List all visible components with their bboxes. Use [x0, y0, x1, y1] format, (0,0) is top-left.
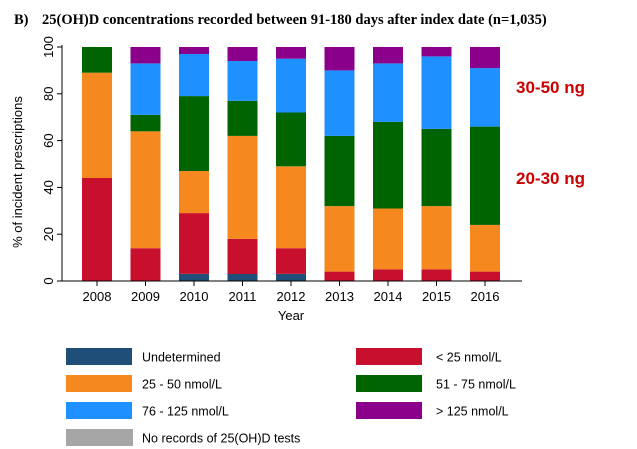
- y-tick-label-60: 60: [41, 133, 56, 147]
- x-tick-label-2016: 2016: [471, 289, 500, 304]
- legend-label-1: < 25 nmol/L: [436, 351, 502, 365]
- bar-segment-2016-3: [470, 126, 500, 225]
- x-tick-label-2009: 2009: [131, 289, 160, 304]
- x-axis-title: Year: [278, 308, 305, 323]
- bar-segment-2010-5: [179, 47, 209, 54]
- legend-label-5: > 125 nmol/L: [436, 405, 509, 419]
- bar-segment-2013-2: [324, 206, 355, 272]
- bar-segment-2013-5: [324, 47, 355, 71]
- bar-segment-2014-1: [373, 269, 403, 281]
- axes-group: 0 20 40 60 80 100 2008 2009 2010 2011 2012 2013 2014…: [41, 36, 522, 304]
- bar-segment-2010-2: [179, 171, 209, 214]
- legend-swatch-3: [356, 375, 422, 392]
- legend-swatch-6: [66, 429, 133, 446]
- y-tick-label-100: 100: [41, 36, 56, 58]
- bar-segment-2014-3: [373, 121, 403, 209]
- legend-label-0: Undetermined: [142, 351, 221, 365]
- bar-segment-2016-2: [470, 224, 500, 272]
- y-axis-title: % of incident prescriptions: [10, 96, 25, 248]
- bar-segment-2011-2: [227, 135, 258, 239]
- legend-swatch-1: [356, 348, 422, 365]
- bar-segment-2015-1: [421, 269, 452, 281]
- legend-label-2: 25 - 50 nmol/L: [142, 378, 222, 392]
- bar-segment-2015-3: [421, 128, 452, 207]
- bar-segment-2016-4: [470, 68, 500, 127]
- bar-segment-2010-1: [179, 213, 209, 274]
- bar-segment-2015-4: [421, 56, 452, 129]
- x-tick-label-2010: 2010: [180, 289, 209, 304]
- bar-segment-2014-4: [373, 63, 403, 122]
- bar-segment-2009-5: [130, 47, 161, 64]
- bar-segment-2009-3: [130, 114, 161, 132]
- bar-segment-2010-3: [179, 96, 209, 171]
- bar-segment-2012-4: [276, 58, 306, 113]
- x-tick-label-2008: 2008: [83, 289, 112, 304]
- bar-segment-2011-4: [227, 61, 258, 101]
- x-tick-label-2013: 2013: [325, 289, 354, 304]
- bars-group: [82, 47, 500, 281]
- bar-segment-2011-1: [227, 238, 258, 274]
- bar-segment-2015-2: [421, 206, 452, 270]
- x-tick-label-2014: 2014: [374, 289, 403, 304]
- bar-segment-2008-1: [82, 178, 112, 281]
- legend: Undetermined < 25 nmol/L 25 - 50 nmol/L 51 …: [66, 348, 516, 446]
- bar-segment-2008-2: [82, 72, 112, 178]
- bar-segment-2014-2: [373, 208, 403, 270]
- y-tick-label-80: 80: [41, 87, 56, 101]
- bar-segment-2012-0: [276, 274, 306, 281]
- bar-segment-2009-1: [130, 248, 161, 281]
- bar-segment-2011-5: [227, 47, 258, 61]
- legend-swatch-5: [356, 402, 422, 419]
- bar-segment-2012-2: [276, 166, 306, 249]
- panel-label: B): [14, 12, 29, 28]
- legend-swatch-2: [66, 375, 132, 392]
- bar-segment-2010-4: [179, 54, 209, 97]
- chart-title: 25(OH)D concentrations recorded between …: [42, 12, 547, 28]
- legend-label-4: 76 - 125 nmol/L: [142, 405, 229, 419]
- bar-segment-2013-4: [324, 70, 355, 136]
- bar-segment-2008-3: [82, 47, 112, 73]
- bar-segment-2013-1: [324, 271, 355, 281]
- legend-swatch-4: [66, 402, 132, 419]
- bar-segment-2012-3: [276, 112, 306, 167]
- annotation-label-0: 30-50 ng: [516, 78, 585, 97]
- bar-segment-2012-5: [276, 47, 306, 59]
- bar-segment-2013-3: [324, 135, 355, 207]
- bar-segment-2016-5: [470, 47, 500, 69]
- y-tick-label-40: 40: [41, 180, 56, 194]
- bar-segment-2011-3: [227, 100, 258, 136]
- y-tick-label-0: 0: [41, 277, 56, 284]
- annotation-label-1: 20-30 ng: [516, 169, 585, 188]
- bar-segment-2011-0: [227, 274, 258, 281]
- x-tick-label-2012: 2012: [277, 289, 306, 304]
- legend-label-6: No records of 25(OH)D tests: [142, 432, 300, 446]
- bar-segment-2014-5: [373, 47, 403, 64]
- bar-segment-2012-1: [276, 248, 306, 274]
- bar-segment-2009-2: [130, 131, 161, 249]
- bar-segment-2009-4: [130, 63, 161, 115]
- bar-segment-2016-1: [470, 271, 500, 281]
- legend-label-3: 51 - 75 nmol/L: [436, 378, 516, 392]
- x-tick-label-2011: 2011: [229, 289, 257, 304]
- legend-swatch-0: [66, 348, 132, 365]
- annotations-group: 30-50 ng 20-30 ng: [516, 78, 585, 188]
- x-tick-label-2015: 2015: [422, 289, 451, 304]
- bar-segment-2010-0: [179, 274, 209, 281]
- y-tick-label-20: 20: [41, 227, 56, 241]
- bar-segment-2015-5: [421, 47, 452, 57]
